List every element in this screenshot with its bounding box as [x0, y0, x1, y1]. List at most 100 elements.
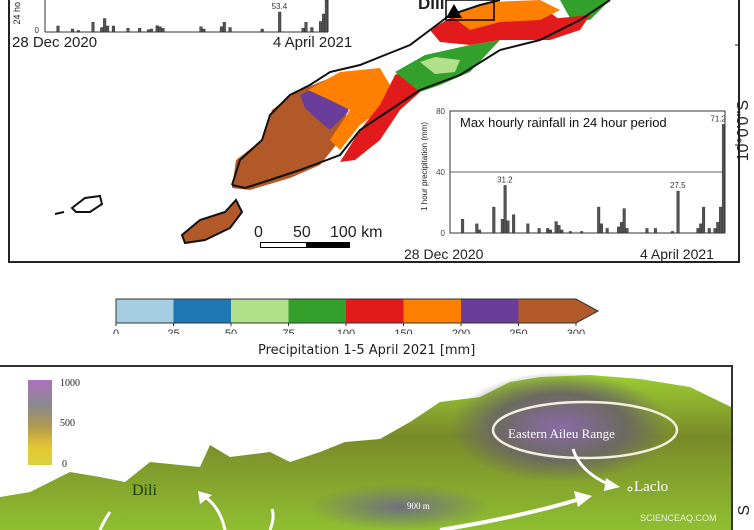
bar — [554, 221, 558, 234]
colorbar-segment — [288, 299, 346, 323]
edge-label: S — [736, 505, 753, 516]
bar — [199, 26, 203, 33]
bar — [549, 229, 552, 234]
chart0-xlabel-end: 4 April 2021 — [273, 34, 353, 51]
bar — [653, 228, 657, 234]
bar — [301, 28, 305, 33]
bar — [600, 223, 604, 234]
island-south — [180, 198, 244, 245]
colorbar-tick-label: 75 — [282, 328, 294, 334]
eastern-aileu-label: Eastern Aileu Range — [508, 426, 615, 441]
bar — [537, 228, 541, 234]
island-tiny — [54, 211, 65, 215]
central-highland-shading — [310, 484, 490, 530]
dili-box — [445, 0, 495, 21]
terrain-relief — [0, 372, 731, 530]
terrain-panel: 1000 500 0 Dili Eastern Aileu Range Lacl… — [0, 365, 733, 530]
bar — [228, 27, 232, 33]
bar — [707, 228, 711, 234]
eastern-aileu-ellipse — [491, 400, 679, 460]
bar — [319, 21, 323, 33]
elevation-1000: 1000 — [60, 378, 80, 389]
chart1-xlabel-end: 4 April 2021 — [640, 246, 714, 262]
bar — [557, 225, 561, 234]
colorbar-title: Precipitation 1-5 April 2021 [mm] — [258, 343, 476, 358]
chart0-xlabel-start: 28 Dec 2020 — [12, 34, 98, 51]
colorbar-segment — [461, 299, 519, 323]
bar — [475, 223, 479, 234]
elevation-colorbar — [28, 380, 52, 465]
flow-arrow — [268, 508, 275, 530]
dili-marker-icon — [446, 4, 462, 18]
colorbar-tick-label: 25 — [167, 328, 179, 334]
precipitation-colorbar: 0 25 50 75 100 150 200 250 300 — [113, 298, 600, 334]
flow-arrowhead — [574, 491, 592, 507]
flow-arrowhead — [604, 478, 620, 491]
daily-rainfall-inset-chart: 053.4 — [35, 0, 329, 34]
flow-arrow — [98, 511, 112, 530]
region-orange-dili — [450, 0, 560, 30]
bar — [625, 228, 629, 234]
bar — [106, 25, 110, 33]
elevation-500: 500 — [60, 418, 75, 429]
bar — [161, 28, 165, 33]
colorbar-extend-arrow — [518, 299, 598, 323]
bar — [219, 26, 223, 33]
bar — [619, 222, 623, 234]
bar — [622, 208, 626, 234]
bar — [568, 231, 572, 234]
bar — [670, 231, 674, 234]
region-lightgreen — [420, 57, 460, 74]
bar — [138, 28, 142, 33]
bar — [91, 22, 95, 33]
bar — [713, 228, 717, 234]
y-tick-label: 0 — [35, 26, 40, 34]
bar — [100, 27, 104, 33]
scale-bar-black — [306, 242, 350, 248]
max-hourly-rainfall-chart: 0 40 80 Max hourly rainfall in 24 hour peri… — [436, 107, 726, 238]
colorbar-tick-label: 150 — [394, 328, 412, 334]
bar-annotation: 53.4 — [272, 2, 288, 11]
bar — [321, 13, 325, 33]
bar — [676, 190, 680, 234]
height-label: 900 m — [407, 501, 430, 511]
bar — [155, 25, 159, 33]
bar — [146, 29, 150, 33]
flow-arrow — [204, 495, 227, 530]
bar — [76, 30, 80, 33]
region-green-east — [560, 0, 610, 20]
bar — [478, 229, 482, 234]
flow-arrowhead — [198, 491, 212, 504]
dili-label: Dili — [418, 0, 445, 13]
bar — [597, 206, 601, 234]
bar — [696, 228, 700, 234]
bar — [304, 22, 308, 33]
colorbar-segment — [403, 299, 461, 323]
bar — [492, 206, 496, 234]
flow-arrow — [439, 497, 581, 530]
bar — [699, 223, 703, 234]
bar — [56, 25, 60, 33]
scale-tick-50: 50 — [293, 224, 311, 241]
colorbar-outline — [115, 298, 600, 324]
bar-annotation: 71.2 — [710, 114, 726, 123]
bar-annotation: 31.2 — [497, 175, 513, 184]
chart-title: Max hourly rainfall in 24 hour period — [460, 115, 667, 130]
bar — [324, 0, 328, 33]
colorbar-segment — [231, 299, 289, 323]
highland-shading — [450, 372, 670, 482]
bar — [202, 28, 206, 33]
bar — [506, 220, 510, 234]
colorbar-segment — [346, 299, 404, 323]
bar — [721, 124, 725, 234]
dili-terrain-label: Dili — [132, 482, 157, 499]
colorbar-tick-label: 300 — [567, 328, 585, 334]
laclo-label: Laclo — [634, 479, 669, 495]
scale-tick-100: 100 km — [330, 224, 383, 241]
colorbar-segment — [173, 299, 231, 323]
chart0-ylabel: 24 ho — [12, 2, 22, 25]
watermark: SCIENCEAQ.COM — [640, 513, 717, 523]
colorbar-tick-label: 50 — [225, 328, 237, 334]
bar — [310, 27, 314, 33]
chart1-xlabel-start: 28 Dec 2020 — [404, 246, 484, 262]
